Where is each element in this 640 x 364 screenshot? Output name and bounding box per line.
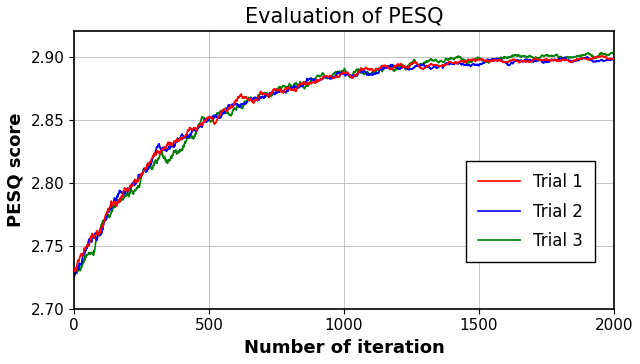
Trial 1 <box>271 88 278 92</box>
Trial 1 <box>610 57 618 61</box>
Trial 2 <box>271 92 278 97</box>
Trial 1 <box>395 63 403 67</box>
Trial 2 <box>515 58 522 63</box>
Line: Trial 2: Trial 2 <box>74 57 614 277</box>
Trial 2 <box>83 247 90 251</box>
Trial 3 <box>83 253 90 257</box>
Trial 1 <box>70 269 78 273</box>
Line: Trial 3: Trial 3 <box>74 53 614 276</box>
Trial 3 <box>515 53 522 57</box>
Legend: Trial 1, Trial 2, Trial 3: Trial 1, Trial 2, Trial 3 <box>467 161 595 262</box>
Trial 2 <box>99 224 107 228</box>
Trial 3 <box>395 64 403 68</box>
Trial 1 <box>99 223 107 228</box>
Trial 3 <box>70 273 78 278</box>
Y-axis label: PESQ score: PESQ score <box>7 113 25 227</box>
Trial 2 <box>70 275 78 279</box>
Trial 3 <box>271 92 278 96</box>
Trial 3 <box>610 52 618 56</box>
Trial 2 <box>395 66 403 71</box>
Trial 1 <box>83 245 90 249</box>
X-axis label: Number of iteration: Number of iteration <box>244 339 444 357</box>
Trial 1 <box>118 195 126 199</box>
Trial 1 <box>515 59 522 64</box>
Trial 2 <box>583 55 591 59</box>
Trial 2 <box>610 57 618 62</box>
Trial 3 <box>118 197 126 201</box>
Trial 1 <box>598 54 605 58</box>
Trial 3 <box>99 219 107 223</box>
Title: Evaluation of PESQ: Evaluation of PESQ <box>244 7 444 27</box>
Trial 3 <box>609 51 616 55</box>
Line: Trial 1: Trial 1 <box>74 56 614 271</box>
Trial 2 <box>118 190 126 194</box>
